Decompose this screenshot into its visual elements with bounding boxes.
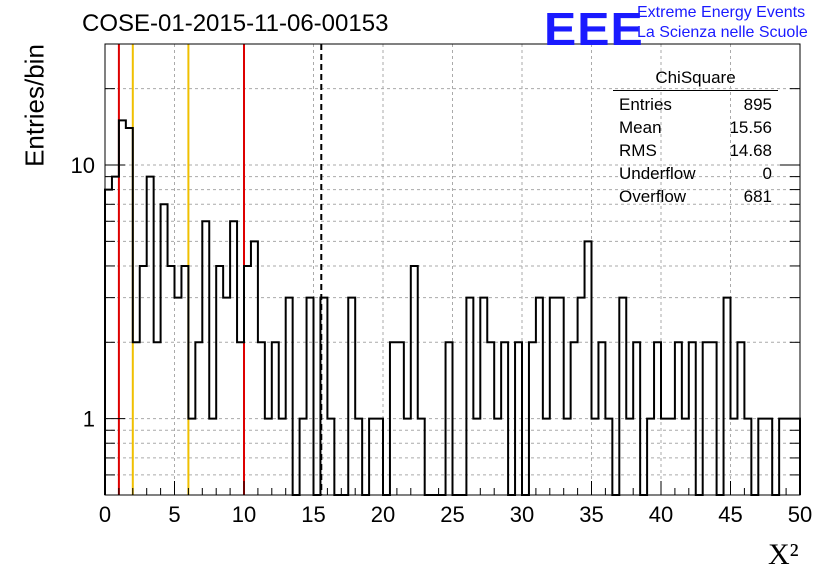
stats-label: Overflow bbox=[619, 187, 687, 206]
stats-label: Mean bbox=[619, 118, 662, 137]
reference-lines bbox=[117, 44, 323, 495]
x-axis-label-text: X² bbox=[768, 538, 799, 571]
stats-box: ChiSquare Entries 895 Mean 15.56 RMS 14.68 … bbox=[613, 68, 778, 208]
stats-row-underflow: Underflow 0 bbox=[613, 162, 778, 185]
stats-value: 0 bbox=[762, 164, 772, 183]
x-tick-label: 15 bbox=[301, 502, 325, 527]
stats-box-name: ChiSquare bbox=[613, 68, 778, 91]
x-tick-label: 30 bbox=[510, 502, 534, 527]
org-name-line1: Extreme Energy Events bbox=[637, 4, 806, 21]
x-tick-label: 10 bbox=[232, 502, 256, 527]
stats-row-overflow: Overflow 681 bbox=[613, 185, 778, 208]
x-tick-label: 25 bbox=[440, 502, 464, 527]
x-tick-label: 40 bbox=[649, 502, 673, 527]
stats-row-entries: Entries 895 bbox=[613, 93, 778, 116]
axis-ticks bbox=[104, 43, 801, 496]
x-tick-label: 45 bbox=[718, 502, 742, 527]
stats-label: RMS bbox=[619, 141, 657, 160]
org-name-line2: La Scienza nelle Scuole bbox=[637, 24, 808, 41]
stats-value: 895 bbox=[743, 95, 772, 114]
stats-row-rms: RMS 14.68 bbox=[613, 139, 778, 162]
tick-labels: 0 5 10 15 20 25 30 35 40 45 50 1 10 bbox=[71, 153, 813, 527]
x-tick-label: 0 bbox=[99, 502, 111, 527]
stats-value: 15.56 bbox=[729, 118, 772, 137]
eee-logo: EEE bbox=[544, 3, 644, 55]
stats-value: 681 bbox=[743, 187, 772, 206]
y-axis-label: Entries/bin bbox=[19, 44, 50, 167]
histogram-series bbox=[104, 119, 801, 496]
stats-row-mean: Mean 15.56 bbox=[613, 116, 778, 139]
y-tick-label: 1 bbox=[83, 407, 95, 432]
stats-value: 14.68 bbox=[729, 141, 772, 160]
x-tick-label: 5 bbox=[168, 502, 180, 527]
x-tick-label: 20 bbox=[371, 502, 395, 527]
stats-label: Entries bbox=[619, 95, 672, 114]
x-tick-label: 50 bbox=[788, 502, 812, 527]
y-tick-label: 10 bbox=[71, 153, 95, 178]
x-tick-label: 35 bbox=[579, 502, 603, 527]
chart-title: COSE-01-2015-11-06-00153 bbox=[82, 10, 389, 37]
stats-label: Underflow bbox=[619, 164, 696, 183]
x-axis-label: X² bbox=[768, 538, 799, 572]
